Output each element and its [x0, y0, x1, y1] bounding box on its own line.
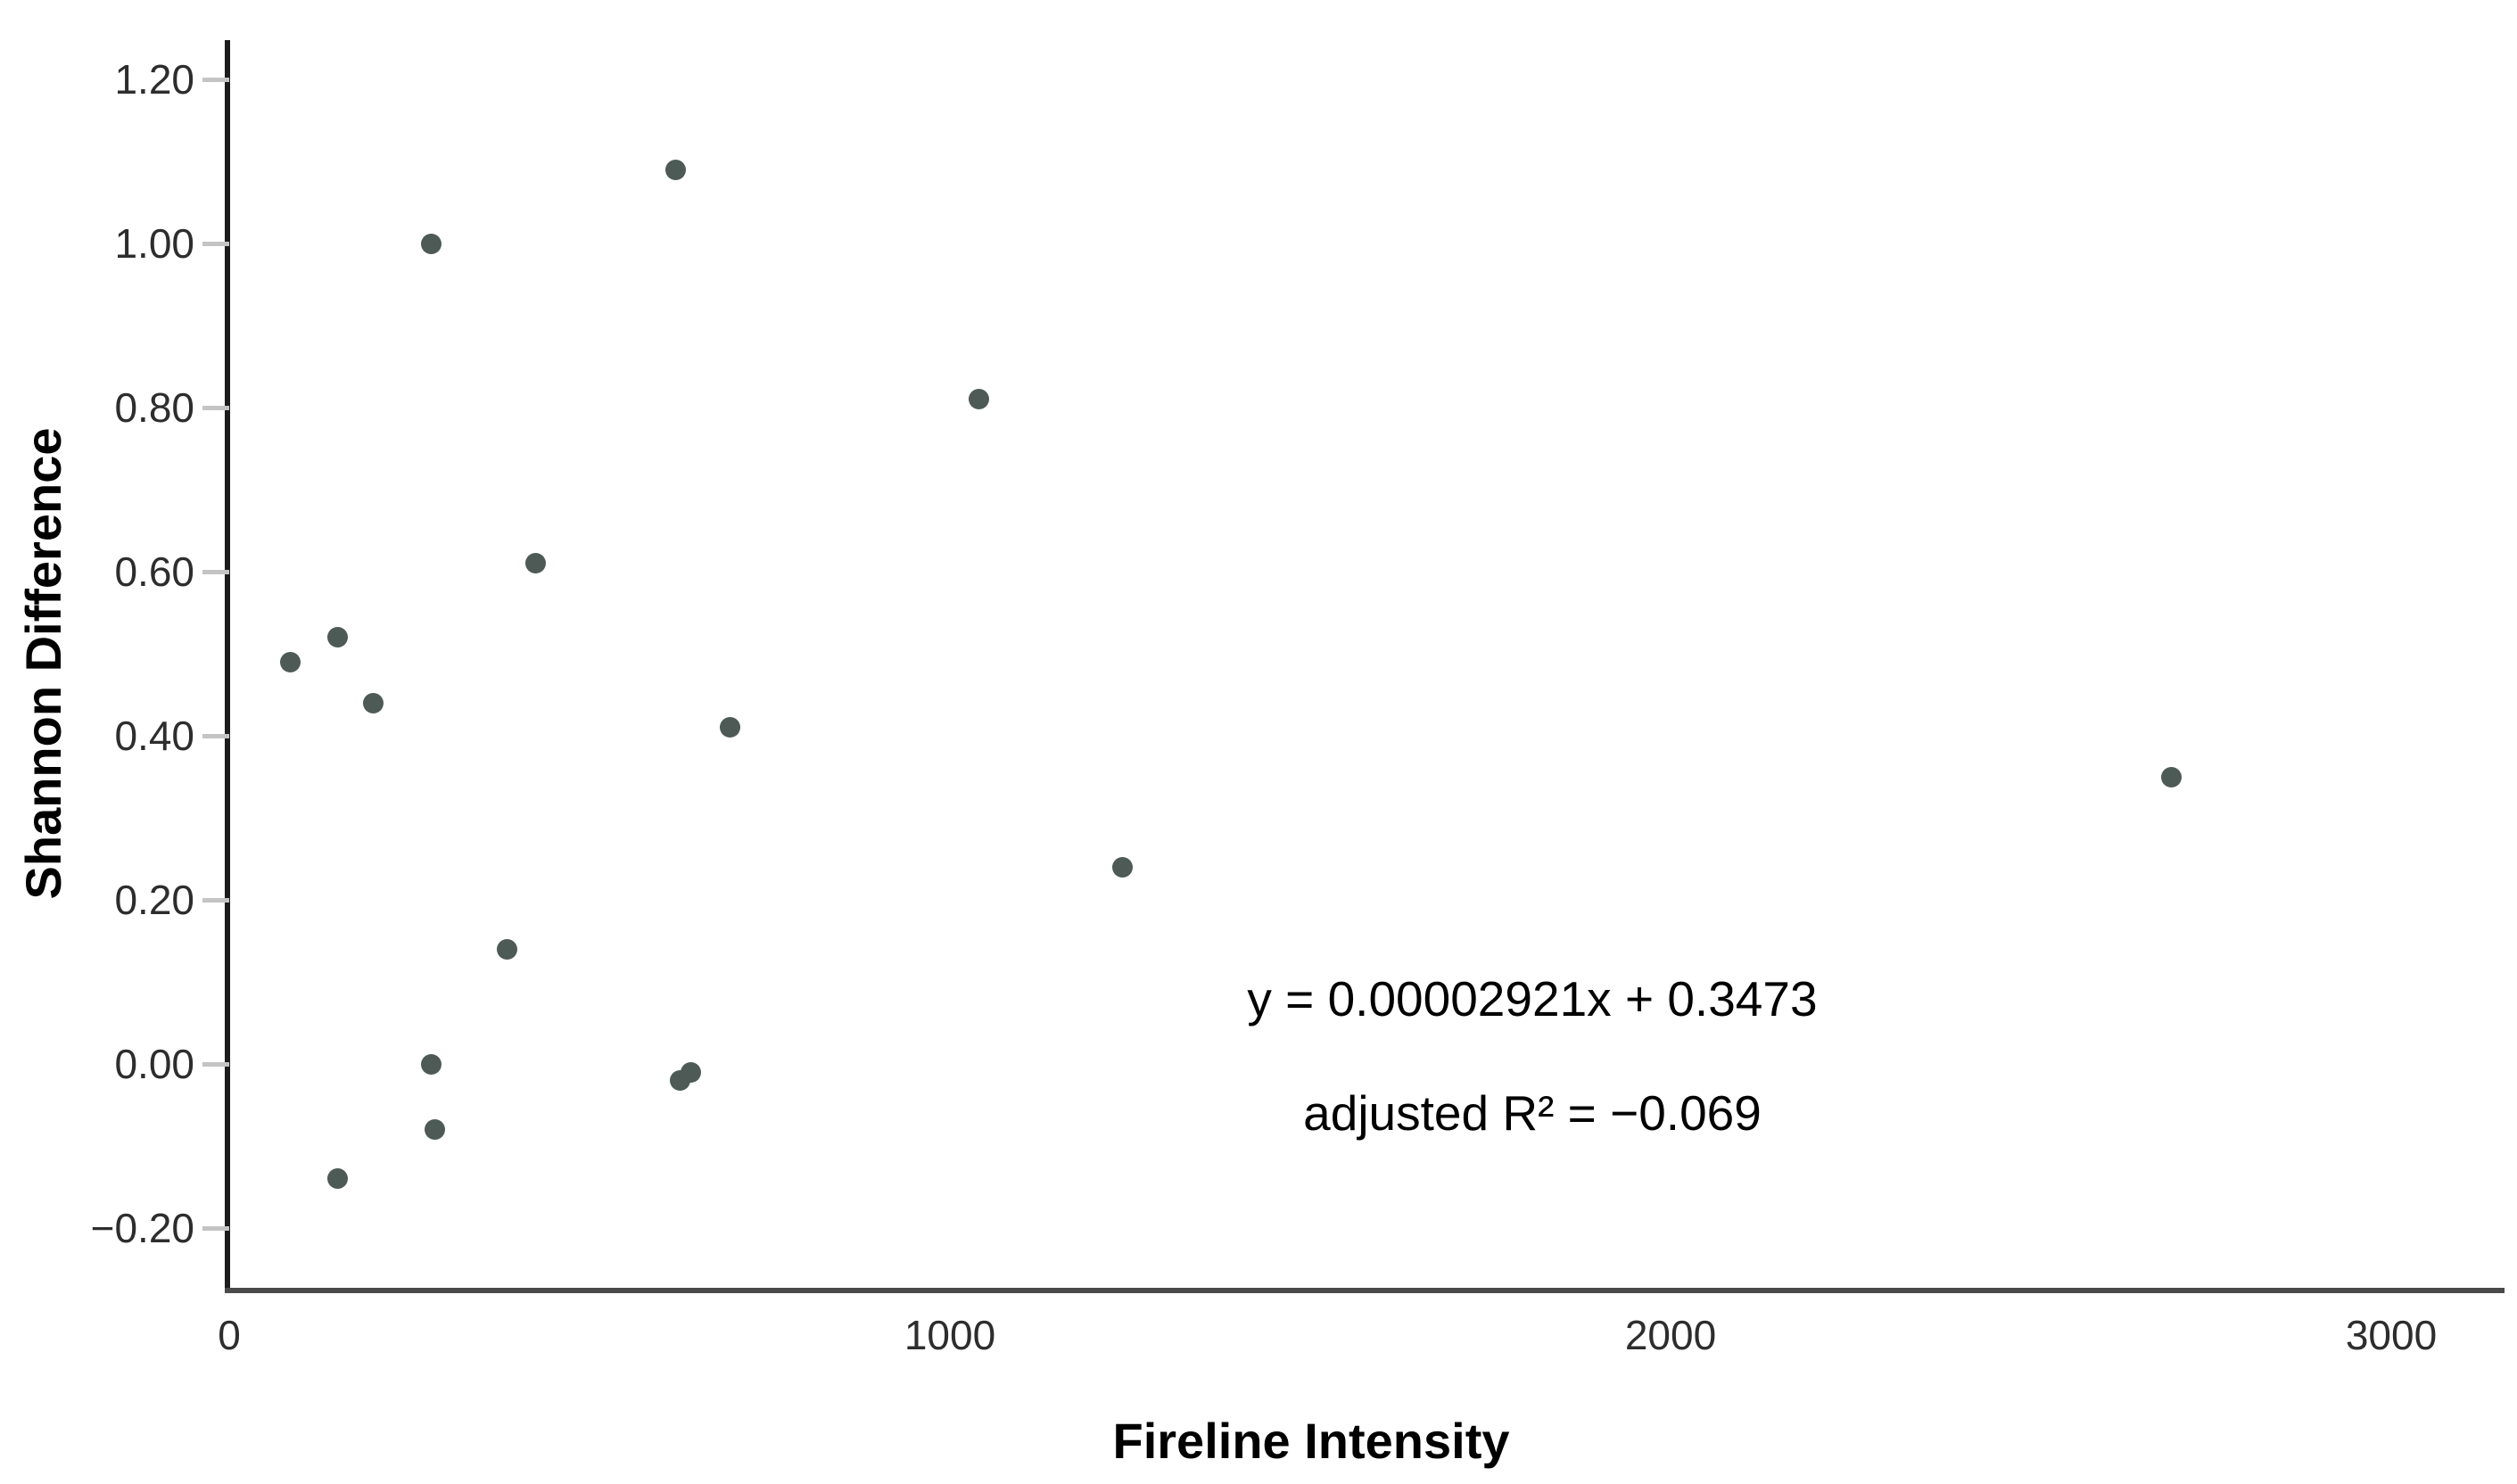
- x-axis-line: [225, 1288, 2505, 1293]
- regression-annotation: y = 0.00002921x + 0.3473 adjusted R² = −…: [1086, 942, 1978, 1170]
- data-point: [2161, 766, 2183, 787]
- y-tick-mark: [202, 733, 229, 738]
- y-tick-mark: [202, 405, 229, 410]
- data-point: [1112, 856, 1134, 878]
- data-point: [420, 1053, 442, 1075]
- y-tick-label: 1.20: [114, 56, 194, 103]
- y-tick-mark: [202, 77, 229, 82]
- x-axis-title: Fireline Intensity: [1112, 1413, 1510, 1469]
- data-point: [968, 389, 989, 410]
- y-tick-mark: [202, 1225, 229, 1231]
- data-point: [363, 692, 384, 713]
- data-point: [665, 159, 687, 180]
- adjusted-r-squared: adjusted R² = −0.069: [1303, 1085, 1762, 1141]
- x-tick-label: 1000: [904, 1312, 996, 1358]
- data-point: [496, 938, 517, 960]
- regression-equation: y = 0.00002921x + 0.3473: [1247, 971, 1818, 1026]
- data-point: [280, 651, 301, 672]
- y-tick-label: 0.40: [114, 713, 194, 759]
- y-tick-mark: [202, 569, 229, 574]
- x-tick-label: 0: [218, 1312, 241, 1358]
- y-tick-label: 1.00: [114, 220, 194, 267]
- y-tick-label: 0.00: [114, 1041, 194, 1087]
- y-axis-line: [225, 40, 230, 1290]
- data-point: [420, 233, 442, 254]
- data-point: [424, 1119, 445, 1141]
- x-tick-label: 3000: [2345, 1312, 2438, 1358]
- y-tick-label: 0.20: [114, 877, 194, 923]
- y-axis-title: Shannon Difference: [15, 427, 71, 900]
- y-tick-label: 0.80: [114, 384, 194, 431]
- data-point: [720, 717, 741, 738]
- data-point: [326, 1168, 348, 1190]
- x-tick-label: 2000: [1624, 1312, 1717, 1358]
- data-point: [680, 1061, 701, 1083]
- y-tick-label: −0.20: [90, 1205, 194, 1251]
- y-tick-mark: [202, 1061, 229, 1067]
- y-tick-mark: [202, 897, 229, 903]
- y-tick-mark: [202, 241, 229, 246]
- y-tick-label: 0.60: [114, 548, 194, 595]
- data-point: [524, 553, 546, 574]
- data-point: [326, 627, 348, 648]
